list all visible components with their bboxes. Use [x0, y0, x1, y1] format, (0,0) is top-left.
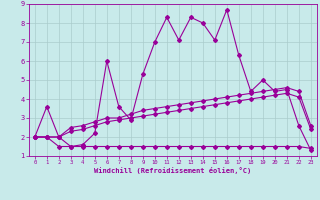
- X-axis label: Windchill (Refroidissement éolien,°C): Windchill (Refroidissement éolien,°C): [94, 167, 252, 174]
